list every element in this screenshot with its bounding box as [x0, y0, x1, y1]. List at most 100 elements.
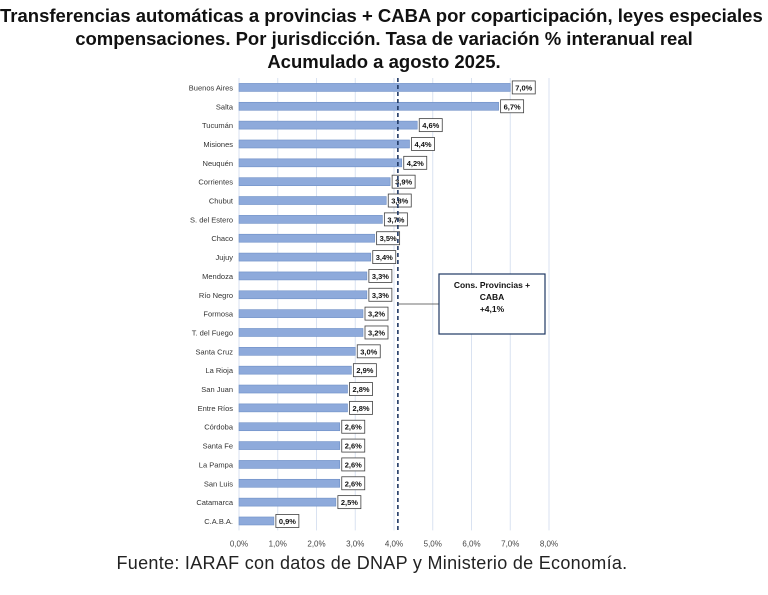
chart-title-line-2: compensaciones. Por jurisdicción. Tasa d…: [75, 28, 693, 49]
category-label: Chaco: [211, 234, 233, 243]
value-label: 4,6%: [422, 121, 439, 130]
value-label-box: [387, 193, 412, 208]
bar: [238, 365, 352, 375]
category-label: Jujuy: [215, 253, 233, 262]
value-label: 3,5%: [380, 234, 397, 243]
value-label: 3,7%: [387, 215, 404, 224]
bar: [238, 460, 341, 469]
category-label: Chubut: [209, 197, 234, 206]
bar: [238, 120, 418, 130]
category-label: T. del Fuego: [192, 328, 233, 337]
annotation-box: [438, 273, 546, 335]
value-label-box: [364, 325, 389, 340]
category-label: Entre Ríos: [198, 404, 234, 413]
bar: [238, 478, 341, 488]
bar: [238, 290, 368, 300]
value-label-box: [341, 438, 366, 453]
bar: [238, 233, 375, 243]
value-label: 3,8%: [391, 197, 408, 206]
value-label-box: [341, 476, 366, 491]
bar: [238, 328, 364, 337]
value-label: 3,3%: [372, 272, 389, 281]
category-label: Corrientes: [198, 178, 233, 187]
value-label: 4,4%: [414, 140, 431, 149]
value-label-box: [341, 457, 366, 472]
value-label: 7,0%: [515, 83, 532, 92]
value-label-box: [275, 514, 300, 528]
value-label: 2,6%: [345, 442, 362, 451]
category-label: San Luis: [204, 479, 233, 488]
value-label: 3,2%: [368, 310, 385, 319]
value-label: 3,4%: [376, 253, 393, 262]
category-label: Tucumán: [202, 121, 233, 130]
value-label: 2,8%: [352, 404, 369, 413]
bar: [238, 177, 391, 186]
value-label-box: [376, 231, 401, 246]
value-label-box: [418, 118, 443, 133]
value-label: 0,9%: [279, 517, 296, 526]
x-tick-label: 4,0%: [385, 539, 403, 548]
value-label: 3,3%: [372, 291, 389, 300]
value-label-box: [341, 419, 366, 434]
value-label-box: [500, 99, 525, 114]
category-label: Río Negro: [199, 291, 233, 300]
bar: [238, 403, 348, 413]
bar: [238, 158, 403, 168]
bar: [238, 139, 410, 149]
category-label: Misiones: [203, 140, 233, 149]
bar: [238, 422, 341, 432]
category-label: La Pampa: [199, 460, 234, 469]
value-label: 2,9%: [356, 366, 373, 375]
bar: [238, 101, 499, 111]
value-label-box: [372, 250, 397, 264]
bar: [238, 309, 364, 318]
value-label: 3,9%: [395, 178, 412, 187]
x-tick-label: 5,0%: [424, 539, 442, 548]
value-label-box: [337, 495, 362, 510]
value-label-box: [511, 80, 536, 95]
value-label: 2,6%: [345, 479, 362, 488]
value-label: 2,8%: [352, 385, 369, 394]
bar: [238, 347, 356, 356]
category-label: Catamarca: [196, 498, 234, 507]
category-label: Santa Fe: [203, 442, 233, 451]
value-label-box: [349, 382, 373, 396]
bar: [238, 215, 383, 224]
x-tick-label: 2,0%: [307, 539, 325, 548]
bar: [238, 252, 372, 262]
x-tick-label: 0,0%: [230, 539, 248, 548]
value-label-box: [368, 269, 393, 283]
bar: [238, 516, 275, 526]
value-label: 3,2%: [368, 328, 385, 337]
value-label-box: [349, 400, 373, 415]
category-label: Buenos Aires: [189, 83, 233, 92]
chart-title-line-3: Acumulado a agosto 2025.: [267, 51, 501, 72]
annotation-text: +4,1%: [480, 304, 505, 314]
bar: [238, 196, 387, 205]
x-tick-label: 7,0%: [501, 539, 519, 548]
x-tick-label: 6,0%: [462, 539, 480, 548]
bar: [238, 384, 348, 394]
annotation-text: Cons. Provincias +: [454, 280, 530, 290]
bar: [238, 271, 368, 281]
category-label: Córdoba: [204, 423, 234, 432]
category-label: Mendoza: [202, 272, 234, 281]
category-label: Neuquén: [203, 159, 233, 168]
category-label: Santa Cruz: [195, 347, 233, 356]
annotation-text: CABA: [480, 292, 505, 302]
category-label: C.A.B.A.: [204, 517, 233, 526]
x-tick-label: 8,0%: [540, 539, 558, 548]
value-label-box: [356, 344, 381, 359]
category-label: Salta: [216, 102, 234, 111]
category-label: Formosa: [203, 310, 233, 319]
value-label-box: [403, 155, 428, 170]
value-label: 3,0%: [360, 347, 377, 356]
value-label-box: [352, 363, 377, 378]
value-label: 2,6%: [345, 423, 362, 432]
value-label: 4,2%: [407, 159, 424, 168]
x-tick-label: 1,0%: [269, 539, 287, 548]
bar: [238, 441, 341, 450]
category-label: S. del Estero: [190, 215, 233, 224]
value-label-box: [368, 287, 393, 302]
